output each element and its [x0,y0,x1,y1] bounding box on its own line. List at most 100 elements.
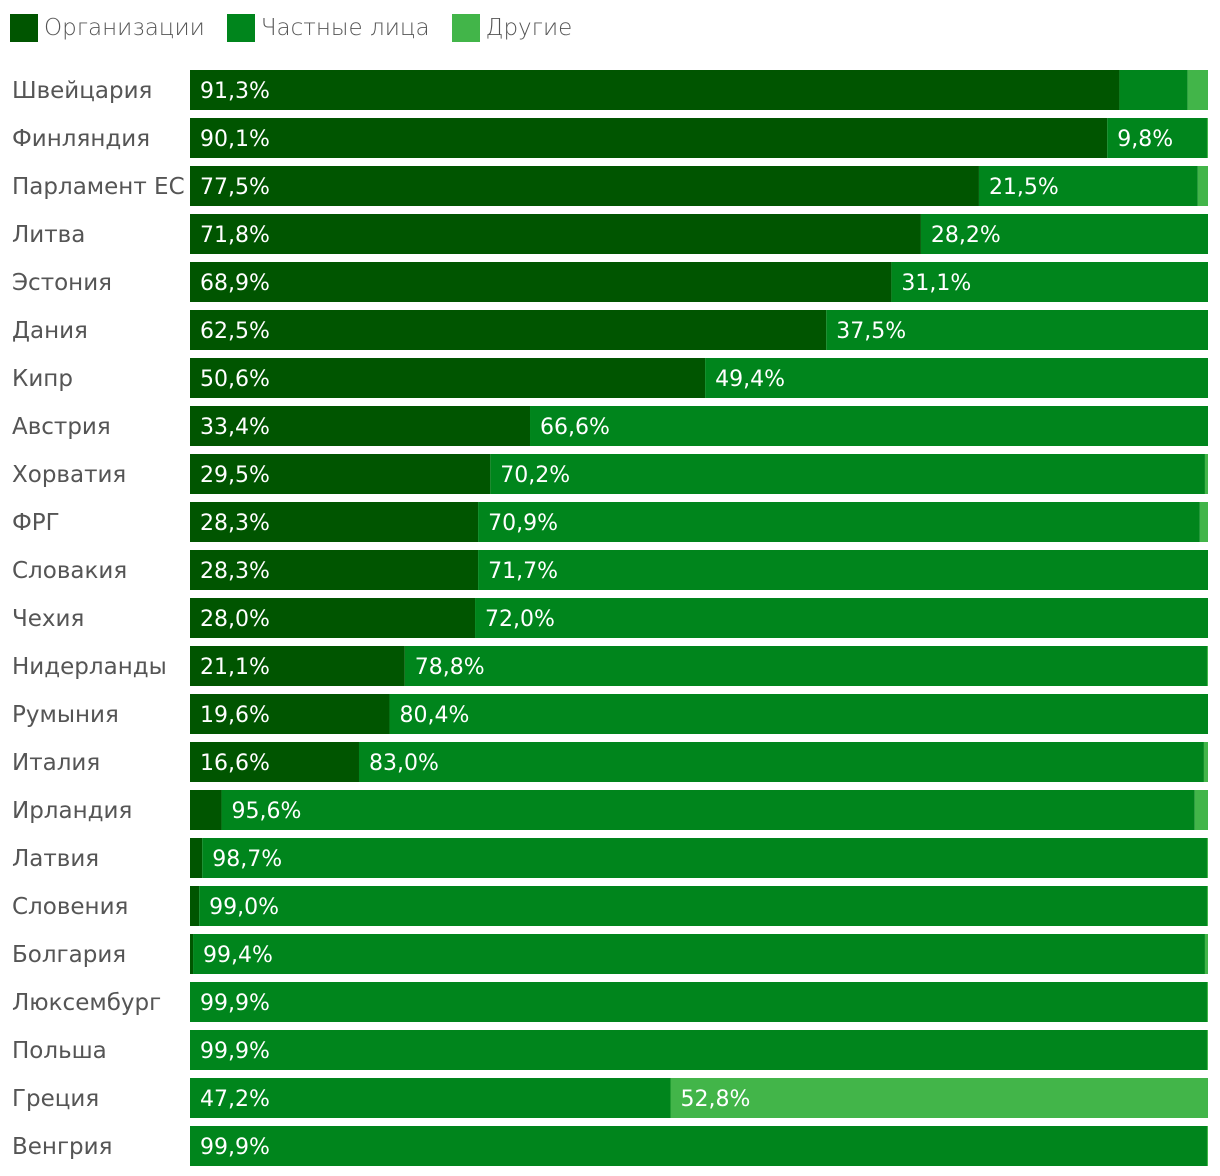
bar-segment-series-2 [1204,934,1208,974]
category-label: Чехия [12,606,84,632]
data-label: 21,1% [200,655,270,680]
bar-segment-series-2 [1203,742,1208,782]
bar-segment-series-1 [199,886,1207,926]
legend-label-other: Другие [485,15,573,41]
bar-segment-series-0 [190,166,979,206]
bar-segment-series-1 [826,310,1208,350]
bar-segment-series-0 [190,598,476,638]
data-label: 37,5% [836,319,906,344]
data-label: 99,0% [209,895,279,920]
bar-segment-series-1 [190,982,1207,1022]
bar-segment-series-0 [190,694,390,734]
category-label: Хорватия [12,462,126,488]
category-label: Эстония [12,270,112,296]
category-label: Греция [12,1086,99,1112]
data-label: 9,8% [1117,127,1173,152]
data-label: 50,6% [200,367,270,392]
bar-segment-series-1 [190,1030,1207,1070]
bar-segment-series-1 [202,838,1207,878]
chart-legend: Организации Частные лица Другие [10,12,594,44]
data-label: 70,9% [488,511,558,536]
bar-segment-series-0 [190,118,1108,158]
data-label: 21,5% [989,175,1059,200]
bar-segment-series-2 [1206,982,1208,1022]
data-label: 78,8% [415,655,485,680]
bar-segment-series-0 [190,934,194,974]
bar-segment-series-2 [1199,502,1208,542]
bar-segment-series-1 [193,934,1205,974]
data-label: 33,4% [200,415,270,440]
bar-segment-series-1 [190,1078,671,1118]
bar-segment-series-0 [190,742,359,782]
bar-segment-series-1 [190,1126,1207,1166]
bar-segment-series-0 [190,550,479,590]
bar-segment-series-0 [190,838,203,878]
legend-swatch-individuals [226,14,255,42]
category-label: Польша [12,1038,107,1064]
data-label: 83,0% [369,751,439,776]
category-label: Люксембург [12,990,161,1016]
bar-segment-series-0 [190,262,892,302]
category-label: Австрия [12,414,111,440]
category-label: Кипр [12,366,73,392]
bar-segment-series-0 [190,358,706,398]
category-label: Латвия [12,846,99,872]
bar-segment-series-1 [404,646,1207,686]
bar-segment-series-1 [978,166,1198,206]
data-label: 28,2% [931,223,1001,248]
category-label: Литва [12,222,85,248]
data-label: 62,5% [200,319,270,344]
bar-segment-series-2 [1206,838,1208,878]
data-label: 71,7% [488,559,558,584]
data-label: 28,0% [200,607,270,632]
data-label: 72,0% [485,607,555,632]
category-label: Нидерланды [12,654,167,680]
data-label: 31,1% [901,271,971,296]
category-label: Финляндия [12,126,150,152]
bar-segment-series-0 [190,310,827,350]
category-label: Болгария [12,942,126,968]
bar-segment-series-0 [190,790,222,830]
data-label: 47,2% [200,1087,270,1112]
data-label: 98,7% [212,847,282,872]
bar-segment-series-1 [389,694,1208,734]
bar-segment-series-2 [1194,790,1208,830]
bar-segment-series-1 [490,454,1205,494]
bar-segment-series-0 [190,646,405,686]
bar-segment-series-2 [1206,1030,1208,1070]
bar-segment-series-0 [190,886,200,926]
category-label: Италия [12,750,100,776]
data-label: 99,9% [200,991,270,1016]
bar-segment-series-1 [1107,118,1207,158]
data-label: 28,3% [200,511,270,536]
bar-segment-series-1 [1119,70,1188,110]
bar-segment-series-0 [190,502,479,542]
bar-segment-series-2 [1206,118,1208,158]
category-label: Румыния [12,702,119,728]
bar-segment-series-0 [190,454,491,494]
bar-segment-series-1 [475,598,1208,638]
legend-item-individuals: Частные лица [226,14,430,42]
data-label: 95,6% [232,799,302,824]
legend-swatch-organizations [10,14,38,42]
data-label: 66,6% [540,415,610,440]
data-label: 99,4% [203,943,273,968]
data-label: 71,8% [200,223,270,248]
data-label: 80,4% [400,703,470,728]
data-label: 29,5% [200,463,270,488]
data-label: 28,3% [200,559,270,584]
bar-segment-series-2 [1197,166,1208,206]
bar-segment-series-1 [221,790,1195,830]
data-label: 99,9% [200,1135,270,1160]
category-label: ФРГ [12,510,60,536]
category-label: Парламент ЕС [12,174,185,200]
bar-segment-series-2 [1206,1126,1208,1166]
data-label: 99,9% [200,1039,270,1064]
bar-segment-series-2 [1206,646,1208,686]
bar-segment-series-2 [1204,454,1208,494]
data-label: 77,5% [200,175,270,200]
bar-segment-series-1 [705,358,1208,398]
bar-segment-series-0 [190,406,531,446]
bar-segment-series-1 [478,502,1200,542]
bar-segment-series-1 [530,406,1208,446]
